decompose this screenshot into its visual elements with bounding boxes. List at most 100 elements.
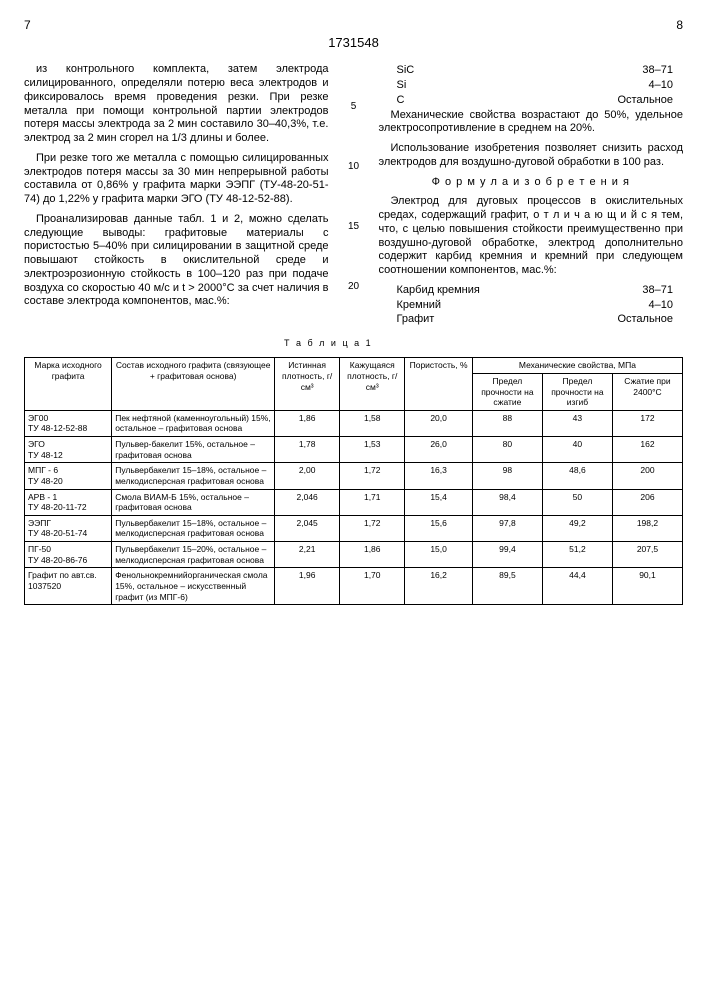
td: МПГ - 6 ТУ 48-20 [25,463,112,489]
td: 15,0 [405,542,473,568]
para: Механические свойства возрастают до 50%,… [379,109,684,137]
para: Электрод для дуговых процессов в окислит… [379,195,684,278]
th: Кажущаяся плотность, г/см³ [340,358,405,411]
table-head: Марка исходного графита Состав исходного… [25,358,683,411]
td: Пульвербакелит 15–18%, остальное – мелко… [112,463,275,489]
table-row: МПГ - 6 ТУ 48-20Пульвербакелит 15–18%, о… [25,463,683,489]
table-row: ЭГО ТУ 48-12Пульвер-бакелит 15%, остальн… [25,437,683,463]
comp-row: SiC38–71 [397,64,674,78]
td: 43 [542,410,612,436]
th: Предел прочности на изгиб [542,373,612,410]
td: 1,86 [275,410,340,436]
td: 51,2 [542,542,612,568]
td: 1,58 [340,410,405,436]
td: 1,86 [340,542,405,568]
td: АРВ - 1 ТУ 48-20-11-72 [25,489,112,515]
page-right: 8 [676,18,683,33]
th: Состав исходного графита (связующее + гр… [112,358,275,411]
td: Фенольнокремнийорганическая смола 15%, о… [112,568,275,605]
td: 90,1 [612,568,682,605]
table-row: ПГ-50 ТУ 48-20-86-76Пульвербакелит 15–20… [25,542,683,568]
comp-row: Si4–10 [397,79,674,93]
td: 40 [542,437,612,463]
para: Проанализировав данные табл. 1 и 2, можн… [24,213,329,309]
table-body: ЭГ00 ТУ 48-12-52-88Пек нефтяной (каменно… [25,410,683,604]
td: 80 [472,437,542,463]
td: ПГ-50 ТУ 48-20-86-76 [25,542,112,568]
td: Графит по авт.св. 1037520 [25,568,112,605]
td: ЭЭПГ ТУ 48-20-51-74 [25,515,112,541]
left-column: из контрольного комплекта, затем электро… [24,63,329,328]
td: 16,3 [405,463,473,489]
th: Предел прочности на сжатие [472,373,542,410]
table-row: АРВ - 1 ТУ 48-20-11-72Смола ВИАМ-Б 15%, … [25,489,683,515]
td: 207,5 [612,542,682,568]
th: Сжатие при 2400°С [612,373,682,410]
td: 1,96 [275,568,340,605]
page-left: 7 [24,18,31,33]
doc-number: 1731548 [24,35,683,51]
td: 15,6 [405,515,473,541]
line-mark: 10 [347,161,361,174]
td: ЭГ00 ТУ 48-12-52-88 [25,410,112,436]
td: 198,2 [612,515,682,541]
td: 88 [472,410,542,436]
td: 2,045 [275,515,340,541]
td: 99,4 [472,542,542,568]
td: 172 [612,410,682,436]
td: ЭГО ТУ 48-12 [25,437,112,463]
td: 1,72 [340,515,405,541]
td: 1,78 [275,437,340,463]
td: Пульвербакелит 15–18%, остальное – мелко… [112,515,275,541]
td: 98 [472,463,542,489]
td: 89,5 [472,568,542,605]
line-mark: 15 [347,221,361,234]
line-number-gutter: 5 10 15 20 [347,63,361,328]
th: Пористость, % [405,358,473,411]
data-table: Марка исходного графита Состав исходного… [24,357,683,605]
td: 2,21 [275,542,340,568]
comp-row: Кремний4–10 [397,299,674,313]
td: Пульвер-бакелит 15%, остальное – графито… [112,437,275,463]
td: 98,4 [472,489,542,515]
right-column: SiC38–71 Si4–10 CОстальное Механические … [379,63,684,328]
td: 1,53 [340,437,405,463]
td: Пек нефтяной (каменноугольный) 15%, оста… [112,410,275,436]
td: 206 [612,489,682,515]
td: 20,0 [405,410,473,436]
th: Механические свойства, МПа [472,358,682,374]
comp-row: Карбид кремния38–71 [397,284,674,298]
td: 200 [612,463,682,489]
line-mark: 20 [347,281,361,294]
td: 48,6 [542,463,612,489]
formula-title: Ф о р м у л а и з о б р е т е н и я [379,176,684,190]
table-row: Графит по авт.св. 1037520Фенольнокремний… [25,568,683,605]
td: 15,4 [405,489,473,515]
td: Смола ВИАМ-Б 15%, остальное – графитовая… [112,489,275,515]
td: 1,72 [340,463,405,489]
page-numbers: 7 8 [24,18,683,33]
td: Пульвербакелит 15–20%, остальное – мелко… [112,542,275,568]
line-mark: 5 [347,101,361,114]
td: 2,046 [275,489,340,515]
td: 2,00 [275,463,340,489]
td: 49,2 [542,515,612,541]
td: 50 [542,489,612,515]
para: Использование изобретения позволяет сниз… [379,142,684,170]
td: 16,2 [405,568,473,605]
td: 26,0 [405,437,473,463]
para: из контрольного комплекта, затем электро… [24,63,329,146]
table-row: ЭГ00 ТУ 48-12-52-88Пек нефтяной (каменно… [25,410,683,436]
td: 1,71 [340,489,405,515]
td: 1,70 [340,568,405,605]
table-caption: Т а б л и ц а 1 [284,338,683,349]
th: Марка исходного графита [25,358,112,411]
td: 44,4 [542,568,612,605]
th: Истинная плотность, г/см³ [275,358,340,411]
comp-row: ГрафитОстальное [397,313,674,327]
td: 162 [612,437,682,463]
comp-row: CОстальное [397,94,674,108]
two-column-text: из контрольного комплекта, затем электро… [24,63,683,328]
table-row: ЭЭПГ ТУ 48-20-51-74Пульвербакелит 15–18%… [25,515,683,541]
td: 97,8 [472,515,542,541]
